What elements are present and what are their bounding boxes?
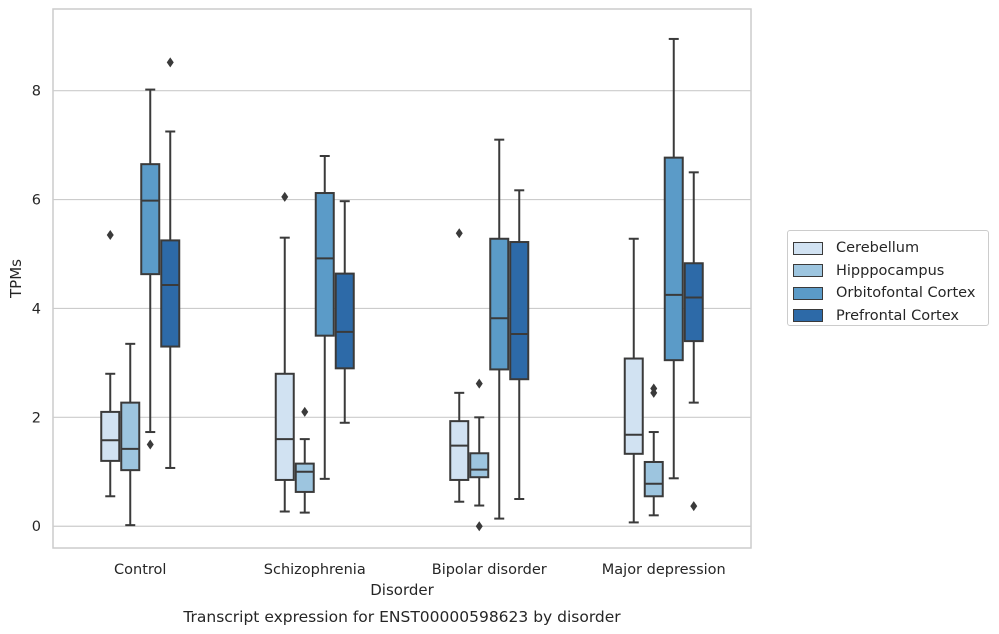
x-tick-label: Bipolar disorder	[432, 562, 547, 578]
outlier-point	[106, 229, 114, 240]
x-axis-label: Disorder	[370, 581, 434, 599]
legend-swatch	[793, 309, 823, 323]
box-hipppocampus	[120, 342, 141, 527]
outlier-point	[650, 387, 658, 398]
x-tick-label: Schizophrenia	[264, 562, 366, 578]
legend-item-cerebellum: Cerebellum	[793, 237, 988, 260]
boxes	[100, 37, 704, 532]
box-prefrontal-cortex	[509, 189, 530, 500]
iqr-box	[160, 239, 181, 348]
iqr-box	[140, 163, 161, 276]
box-orbitofontal-cortex	[663, 37, 684, 480]
plot-area-frame	[52, 8, 752, 549]
box-cerebellum	[449, 228, 470, 503]
outlier-point	[301, 406, 309, 417]
legend-swatch	[793, 286, 823, 300]
legend-label: Orbitofontal Cortex	[836, 285, 976, 302]
box-orbitofontal-cortex	[140, 88, 161, 450]
y-axis-label: TPMs	[7, 259, 25, 299]
iqr-box	[663, 156, 684, 362]
iqr-box	[643, 460, 664, 498]
iqr-box	[623, 357, 644, 455]
y-tick-label: 6	[32, 193, 41, 209]
legend-swatch	[793, 264, 823, 278]
legend-swatch	[793, 241, 823, 255]
iqr-box	[449, 420, 470, 481]
box-prefrontal-cortex	[160, 57, 181, 469]
iqr-box	[100, 410, 121, 462]
outlier-point	[475, 378, 483, 389]
box-orbitofontal-cortex	[489, 138, 510, 520]
x-tick-labels: Control Schizophrenia Bipolar disorder Majo…	[114, 562, 726, 578]
y-tick-label: 8	[32, 84, 41, 100]
x-tick-label: Major depression	[602, 562, 726, 578]
legend-item-hippocampus: Hipppocampus	[793, 260, 988, 283]
box-hipppocampus	[469, 378, 490, 532]
iqr-box	[683, 262, 704, 343]
iqr-box	[334, 272, 355, 370]
box-prefrontal-cortex	[683, 171, 704, 512]
outlier-point	[690, 501, 698, 512]
y-tick-label: 2	[32, 410, 41, 426]
box-orbitofontal-cortex	[314, 155, 335, 480]
box-hipppocampus	[643, 383, 664, 517]
y-tick-label: 0	[32, 519, 41, 535]
outlier-point	[475, 521, 483, 532]
outlier-point	[166, 57, 174, 68]
box-hipppocampus	[294, 406, 315, 514]
iqr-box	[489, 237, 510, 371]
box-cerebellum	[100, 229, 121, 498]
outlier-point	[281, 191, 289, 202]
legend-label: Prefrontal Cortex	[836, 307, 959, 324]
legend-item-orbitofrontal-cortex: Orbitofontal Cortex	[793, 282, 988, 305]
box-cerebellum	[274, 191, 295, 513]
y-tick-labels: 0 2 4 6 8	[32, 84, 41, 536]
legend: Cerebellum Hipppocampus Orbitofontal Cor…	[787, 230, 989, 326]
iqr-box	[314, 192, 335, 337]
iqr-box	[120, 401, 141, 472]
legend-item-prefrontal-cortex: Prefrontal Cortex	[793, 305, 988, 328]
gridlines	[53, 90, 751, 527]
y-tick-label: 4	[32, 301, 41, 317]
chart-title: Transcript expression for ENST0000059862…	[182, 608, 621, 626]
x-tick-label: Control	[114, 562, 166, 578]
iqr-box	[274, 372, 295, 481]
box-cerebellum	[623, 237, 644, 524]
outlier-point	[146, 439, 154, 450]
box-prefrontal-cortex	[334, 200, 355, 424]
iqr-box	[294, 462, 315, 493]
iqr-box	[469, 452, 490, 479]
legend-label: Cerebellum	[836, 240, 920, 257]
outlier-point	[455, 228, 463, 239]
iqr-box	[509, 241, 530, 381]
legend-label: Hipppocampus	[836, 262, 945, 279]
